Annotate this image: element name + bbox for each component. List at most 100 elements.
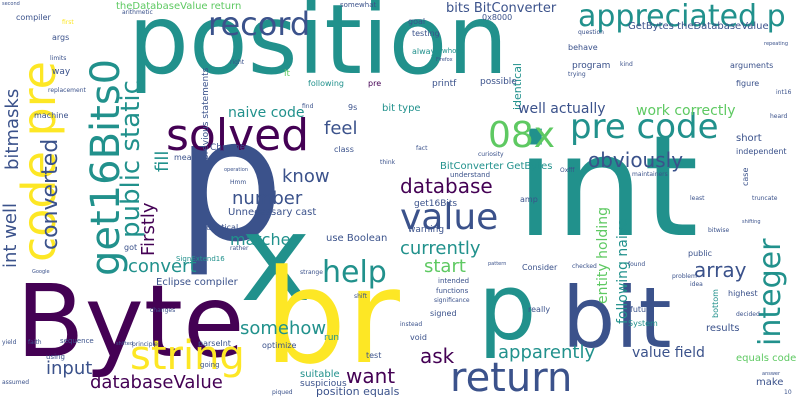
word-int-well: int well (2, 203, 20, 268)
word-replacement: replacement (48, 88, 86, 94)
word-faith: faith (28, 340, 42, 346)
word-use-boolean: use Boolean (326, 234, 387, 244)
word-system: System (628, 320, 658, 328)
word-database: database (400, 176, 493, 196)
word-converted: converted (40, 139, 62, 250)
word-apparently: apparently (498, 344, 595, 362)
word-trying: trying (568, 72, 586, 78)
word-consider: Consider (522, 264, 557, 272)
word-bottom: bottom (712, 289, 720, 318)
word-repeating: repeating (764, 42, 788, 47)
word-input: input (46, 360, 92, 378)
word-shifting: shifting (742, 220, 761, 225)
word-feel: feel (324, 120, 358, 138)
word-right: right (230, 60, 244, 66)
word-bitwise: bitwise (708, 228, 729, 234)
word-08x: 08x (488, 118, 555, 154)
word-somewhat: somewhat (340, 2, 376, 9)
word-problem: problem (672, 274, 697, 280)
word-pre: pre (368, 80, 381, 88)
word-amp: amp (520, 196, 538, 204)
word-args: args (52, 34, 69, 42)
word-behave: behave (568, 44, 598, 52)
word-int16: int16 (776, 90, 791, 96)
word-yield: yield (2, 340, 16, 346)
word-obviously: obviously (588, 150, 683, 170)
word-testing: testing (412, 30, 440, 38)
word-going: going (200, 362, 220, 369)
word-value-field: value field (632, 346, 705, 360)
word-hmm: Hmm (230, 180, 246, 186)
word-case: case (742, 168, 750, 186)
word-databasevalue: databaseValue (90, 374, 223, 392)
word-test: test (366, 352, 381, 360)
word-help: help (322, 258, 387, 288)
word-figure: figure (736, 80, 759, 88)
word-idea: idea (690, 282, 703, 288)
word-limits: limits (50, 56, 66, 62)
word-goal: goal (408, 18, 425, 26)
word-whose: whose (442, 48, 464, 55)
word-really: really (528, 306, 550, 314)
word-work-correctly: work correctly (636, 104, 736, 118)
word-operation: operation (224, 168, 248, 173)
word-bitmasks: bitmasks (4, 89, 22, 170)
word-heard: heard (770, 114, 787, 120)
word-identical: identical (204, 224, 238, 232)
word-following-naive: following naive (616, 218, 630, 324)
word-0x8000: 0x8000 (482, 14, 512, 22)
word-following: following (308, 80, 344, 88)
word-curiosity: curiosity (478, 152, 504, 158)
word-fact: fact (416, 146, 427, 152)
word-intended: intended (438, 278, 469, 285)
word-printf: printf (432, 80, 456, 89)
word-return-bits: return (450, 358, 572, 398)
word-array: array (694, 260, 746, 280)
word-eclipse-compiler: Eclipse compiler (156, 278, 238, 288)
word-entity-holding: entity holding (596, 207, 610, 304)
word-run: run (324, 334, 339, 343)
word-number: number (232, 190, 302, 208)
word-changes: changes (150, 308, 175, 314)
word-firstly: Firstly (140, 202, 158, 256)
word-want: want (346, 366, 395, 386)
word-lt: lt (284, 70, 290, 79)
word-strange: strange (300, 270, 323, 276)
word-shift: shift (354, 294, 367, 300)
word-get16bits: get16Bits (414, 200, 457, 209)
word-understand: understand (450, 172, 490, 179)
word-class: class (334, 146, 354, 154)
word-10: 10 (784, 390, 792, 396)
word-piqued: piqued (272, 390, 293, 396)
word-well-actually: well actually (518, 102, 606, 116)
word-firefox: Firefox (436, 58, 453, 63)
word-signed: signed (430, 310, 457, 318)
word-sequence: sequence (60, 338, 94, 345)
word-equals-code: equals code (736, 354, 796, 364)
word-decided: decided (736, 312, 760, 318)
word-using: using (46, 354, 65, 361)
word-second: second (2, 2, 20, 7)
word-bit-type: bit type (382, 104, 421, 114)
word-public: public (688, 250, 712, 258)
word-rather: rather (230, 246, 248, 252)
word-instead: instead (400, 322, 422, 328)
word-shifted: shifted (116, 342, 133, 347)
word-integer: integer (756, 239, 786, 346)
word-google: Google (32, 270, 50, 275)
word-short: short (736, 134, 762, 144)
word-truncate: truncate (752, 196, 777, 202)
word-got: got (124, 244, 137, 252)
word-fill: fill (154, 151, 172, 172)
word-least: least (690, 196, 705, 202)
word-start: start (424, 258, 466, 276)
word-possible: possible (480, 78, 517, 87)
word-record: record (208, 8, 310, 40)
word-independent: independent (736, 148, 787, 156)
word-way: way (52, 68, 70, 77)
word-first: first (62, 20, 74, 26)
word-signextend16: SignExtend16 (176, 256, 225, 263)
word-ask: ask (420, 346, 454, 366)
word-mean: mean (174, 154, 197, 162)
